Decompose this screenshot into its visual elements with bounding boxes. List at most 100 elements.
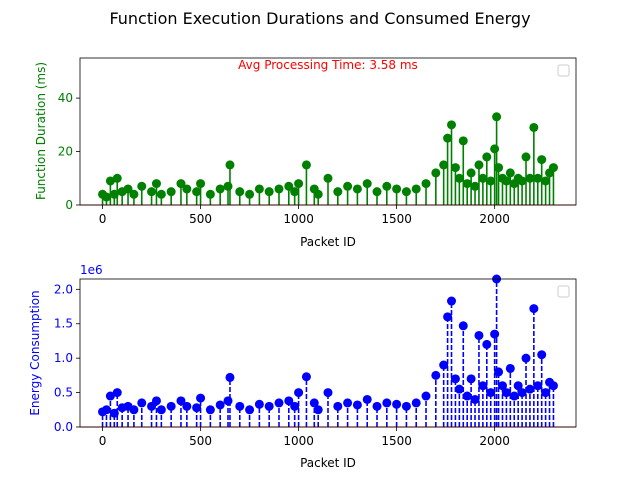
duration-point [176,179,186,189]
energy-point [362,394,372,404]
duration-legend-box [557,64,570,77]
duration-point [372,187,382,197]
energy-point [509,391,519,401]
duration-x-axis-label: Packet ID [300,235,356,249]
duration-y-tick-label: 20 [58,145,73,159]
duration-point [313,189,323,199]
duration-point [541,176,551,186]
duration-axes-frame [79,57,577,206]
duration-point [494,163,504,173]
energy-y-tick-label: 0.5 [54,386,73,400]
energy-point [215,400,225,410]
energy-point [225,372,235,382]
energy-point [525,384,535,394]
energy-point [490,329,500,339]
duration-point [482,152,492,162]
duration-point [352,184,362,194]
energy-point [474,330,484,340]
duration-x-tick-label: 1500 [381,212,412,226]
energy-point [182,401,192,411]
energy-point [205,405,215,415]
duration-point [411,184,421,194]
duration-y-ticks: 0 20 40 [58,91,80,212]
duration-point [284,181,294,191]
duration-point [466,168,476,178]
duration-point [392,184,402,194]
duration-point [490,144,500,154]
duration-point [443,133,453,143]
energy-point [537,350,547,360]
duration-point [401,187,411,197]
duration-point [137,181,147,191]
energy-point [309,398,319,408]
energy-point [264,401,274,411]
energy-point [494,367,504,377]
duration-point [537,155,547,165]
energy-x-tick-label: 2000 [479,434,510,448]
energy-point [105,391,115,401]
energy-point [462,391,472,401]
energy-point [101,405,111,415]
energy-point [294,388,304,398]
duration-point [112,173,122,183]
energy-point [443,312,453,322]
duration-point [462,179,472,189]
energy-y-tick-label: 0.0 [54,420,73,434]
energy-point [529,304,539,314]
energy-legend-box [557,285,570,298]
energy-point [439,360,449,370]
duration-point [362,179,372,189]
duration-point [501,176,511,186]
duration-point [166,187,176,197]
duration-point [294,179,304,189]
duration-point [431,168,441,178]
duration-point [458,136,468,146]
energy-point [548,381,558,391]
energy-point [431,370,441,380]
duration-point [192,187,202,197]
duration-x-tick-label: 0 [99,212,107,226]
duration-y-tick-label: 0 [65,198,73,212]
duration-point [447,120,457,130]
duration-point [421,179,431,189]
energy-point [454,384,464,394]
duration-point [147,187,157,197]
duration-point [505,168,515,178]
duration-point [450,163,460,173]
energy-point [323,388,333,398]
energy-point [274,398,284,408]
duration-point [245,189,255,199]
duration-point [486,176,496,186]
energy-point [382,398,392,408]
energy-point [521,353,531,363]
energy-y-axis-label: Energy Consumption [28,290,42,415]
energy-y-ticks: 0.0 0.5 1.0 1.5 2.0 [54,282,80,434]
energy-point [333,401,343,411]
duration-point [343,181,353,191]
duration-point [529,122,539,132]
duration-point [548,163,558,173]
duration-point [517,176,527,186]
energy-point [112,388,122,398]
energy-point [156,405,166,415]
duration-y-axis-label: Function Duration (ms) [34,62,48,200]
energy-point [517,388,527,398]
duration-point [533,173,543,183]
duration-x-tick-label: 1000 [283,212,314,226]
energy-point [541,388,551,398]
duration-point [439,160,449,170]
duration-point [235,187,245,197]
duration-point [101,192,111,202]
duration-point [301,160,311,170]
duration-point [105,176,115,186]
energy-y-tick-label: 1.0 [54,351,73,365]
energy-point [411,398,421,408]
duration-point [323,173,333,183]
energy-x-tick-label: 1500 [381,434,412,448]
duration-x-tick-label: 500 [189,212,212,226]
energy-y-tick-label: 1.5 [54,317,73,331]
energy-point [223,396,233,406]
energy-point [290,401,300,411]
energy-point [301,372,311,382]
energy-point [372,401,382,411]
